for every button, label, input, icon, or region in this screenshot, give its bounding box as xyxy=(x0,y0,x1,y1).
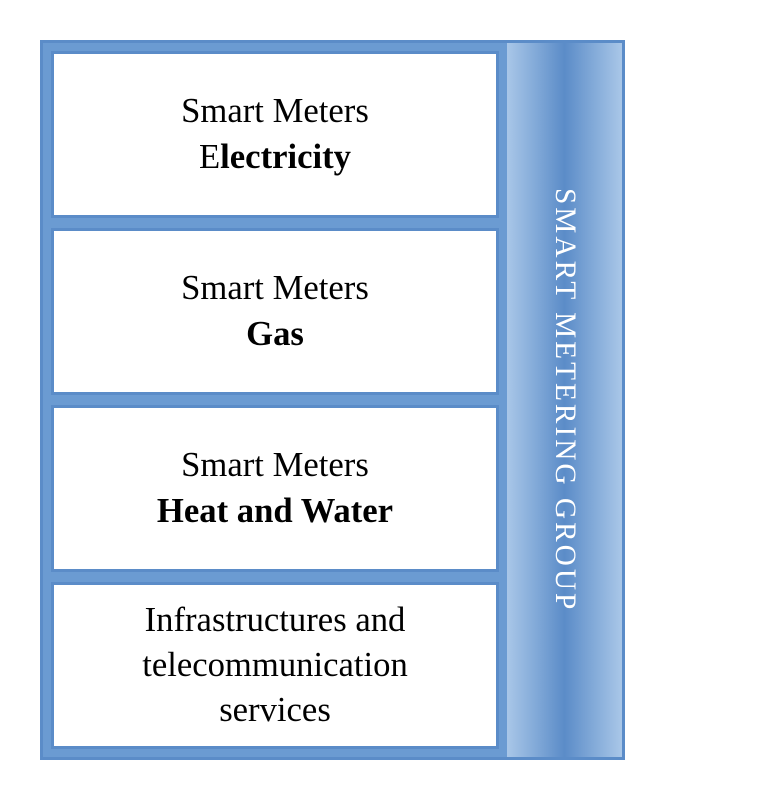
box-line2: Gas xyxy=(246,312,304,357)
box-line2-bold: Heat and Water xyxy=(157,492,393,530)
left-column: Smart Meters Electricity Smart Meters Ga… xyxy=(43,43,507,757)
box-line2-bold: lectricity xyxy=(220,138,351,176)
diagram-container: Smart Meters Electricity Smart Meters Ga… xyxy=(40,40,625,760)
box-infra-line2: telecommunication xyxy=(142,643,408,688)
box-gas: Smart Meters Gas xyxy=(51,228,499,395)
box-line2-prefix: E xyxy=(199,138,220,176)
box-electricity: Smart Meters Electricity xyxy=(51,51,499,218)
box-line2-bold: Gas xyxy=(246,315,304,353)
box-line2: Electricity xyxy=(199,135,351,180)
right-bar: SMART METERING GROUP xyxy=(507,43,622,757)
box-infra-line3: services xyxy=(219,688,331,733)
box-line2: Heat and Water xyxy=(157,489,393,534)
right-bar-label: SMART METERING GROUP xyxy=(548,188,581,612)
box-heat-water: Smart Meters Heat and Water xyxy=(51,405,499,572)
box-line1: Smart Meters xyxy=(181,89,369,134)
box-infra: Infrastructures and telecommunication se… xyxy=(51,582,499,749)
box-infra-line1: Infrastructures and xyxy=(145,598,406,643)
box-line1: Smart Meters xyxy=(181,266,369,311)
box-line1: Smart Meters xyxy=(181,443,369,488)
